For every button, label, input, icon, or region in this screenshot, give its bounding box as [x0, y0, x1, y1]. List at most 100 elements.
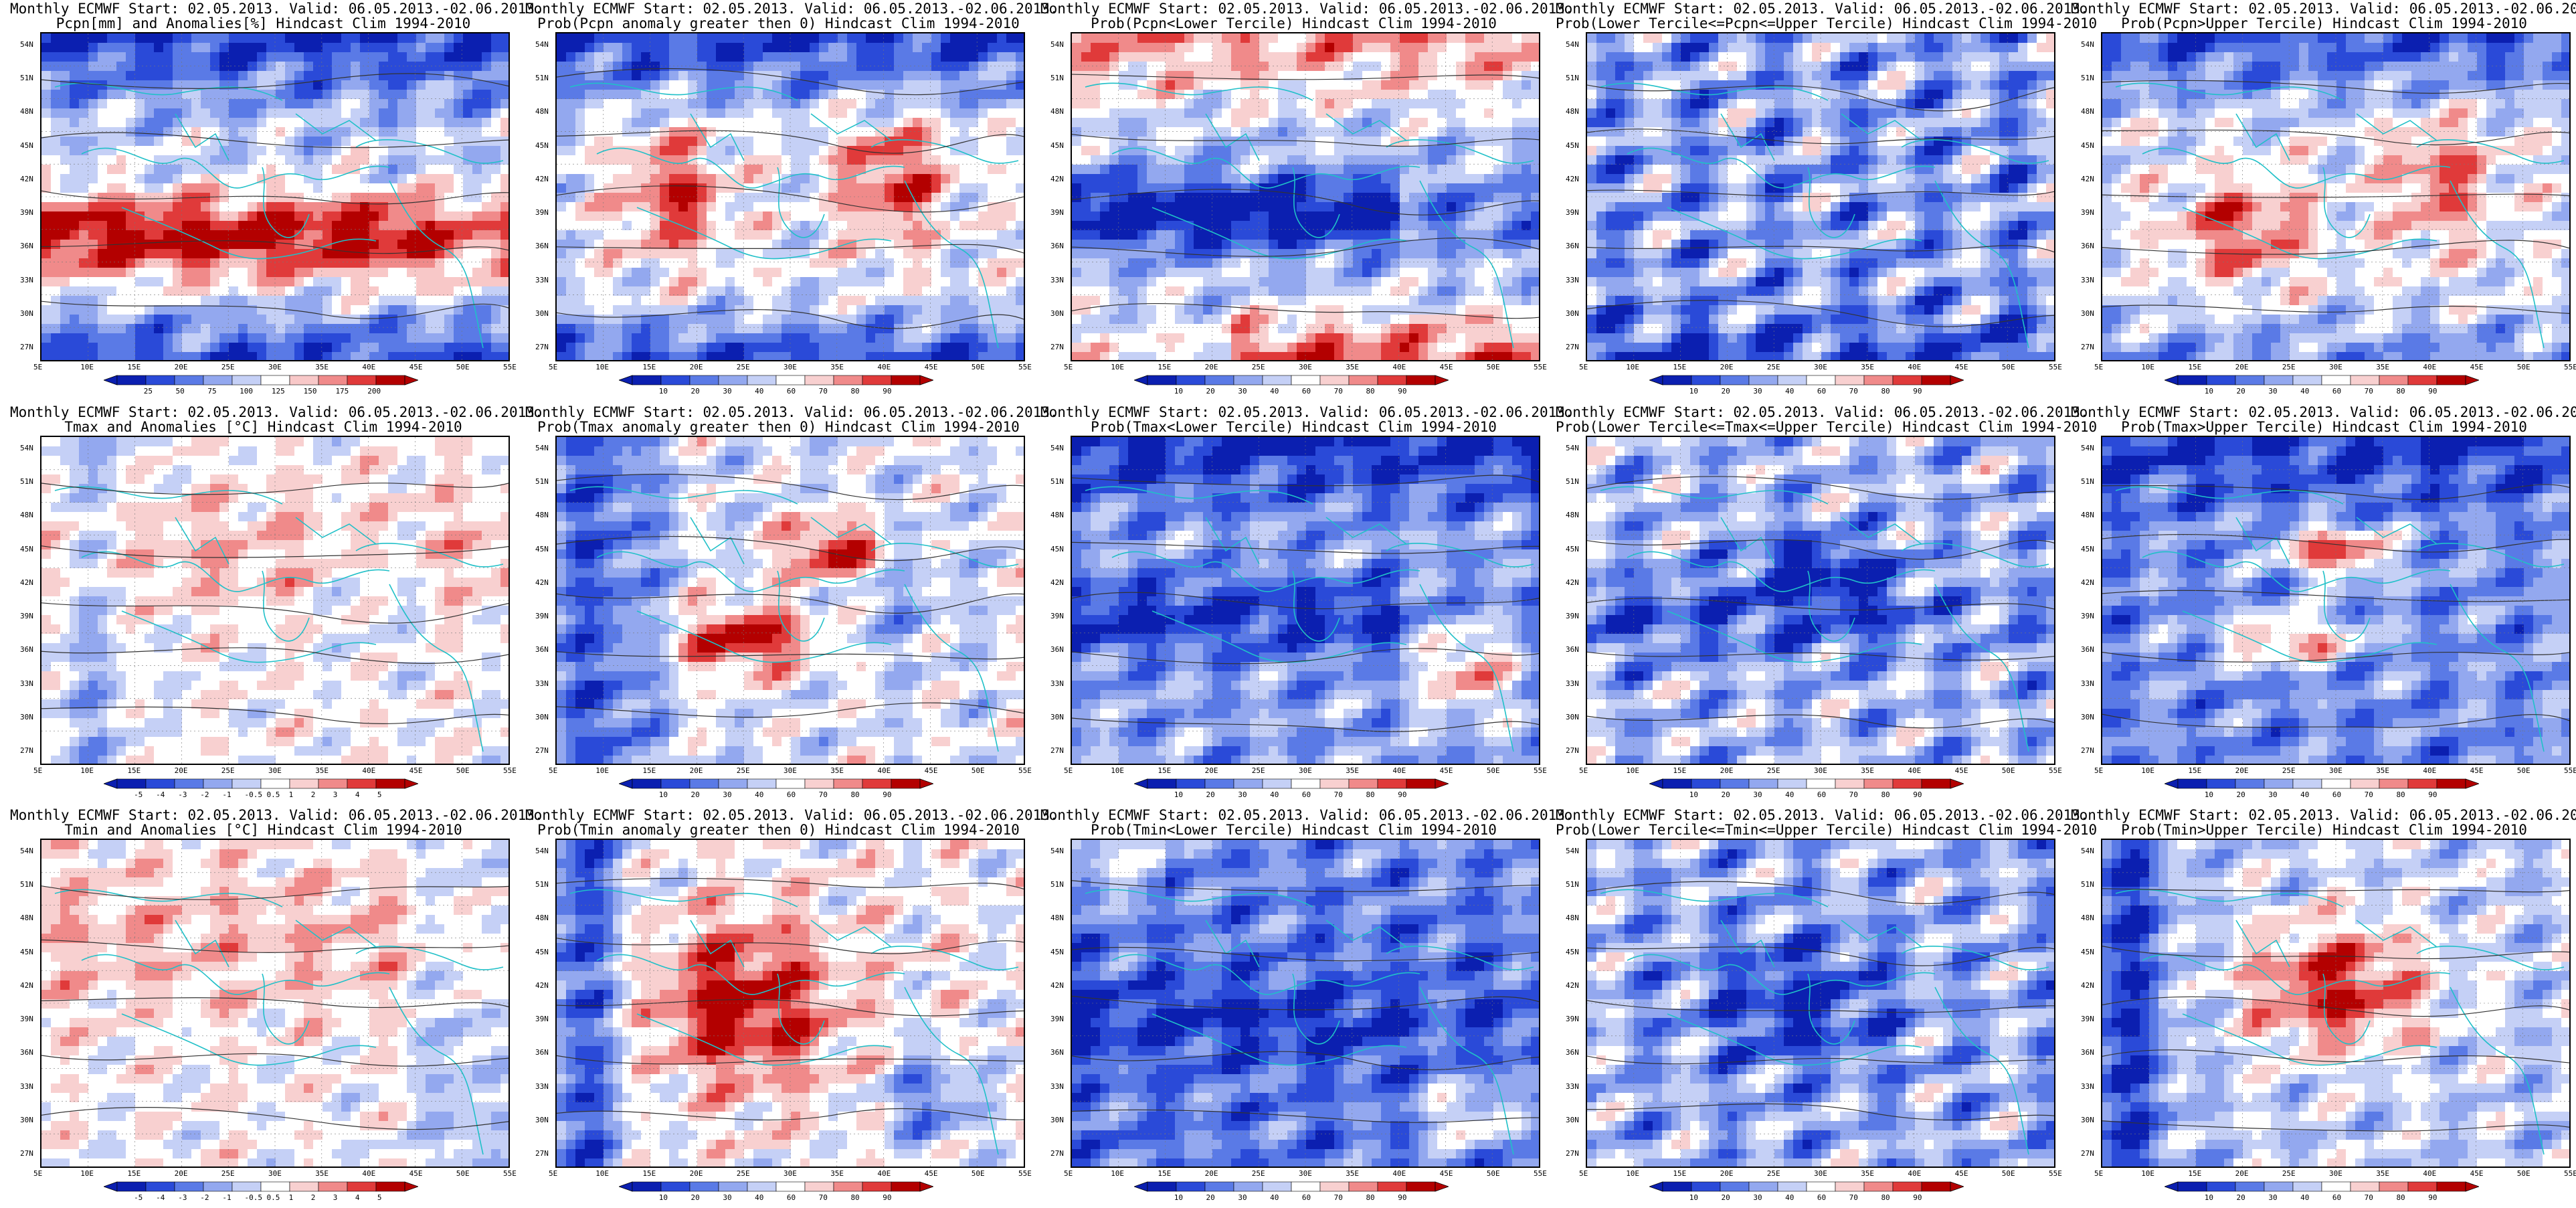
- colorbar: [1649, 777, 1964, 790]
- panel-title-subtitle: Pcpn[mm] and Anomalies[%] Hindcast Clim …: [10, 16, 517, 31]
- map-field: [1587, 33, 2054, 360]
- lon-tick-label: 15E: [1158, 363, 1171, 371]
- colorbar-tick-label: 70: [1849, 1193, 1858, 1202]
- lat-tick-label: 45N: [535, 545, 549, 553]
- lon-tick-label: 55E: [1534, 766, 1547, 775]
- lon-tick-label: 20E: [2235, 766, 2249, 775]
- lon-tick-label: 35E: [830, 766, 844, 775]
- colorbar-tick-label: 30: [2268, 387, 2277, 396]
- lon-tick-label: 30E: [784, 363, 797, 371]
- lon-tick-label: 50E: [972, 766, 985, 775]
- colorbar-tick-label: 30: [2268, 790, 2277, 799]
- lat-tick-label: 36N: [2081, 242, 2094, 250]
- map-plot: [555, 436, 1025, 765]
- colorbar-tick-label: 80: [850, 387, 859, 396]
- colorbar-tick-label: 10: [659, 790, 668, 799]
- lat-tick-label: 33N: [535, 1082, 549, 1091]
- lon-tick-label: 55E: [2564, 766, 2576, 775]
- panel-title: Monthly ECMWF Start: 02.05.2013. Valid: …: [525, 405, 1032, 434]
- map-plot: [1586, 839, 2055, 1168]
- lon-tick-label: 15E: [127, 766, 141, 775]
- lon-tick-label: 20E: [175, 766, 188, 775]
- panel-title-subtitle: Tmin and Anomalies [°C] Hindcast Clim 19…: [10, 823, 517, 837]
- lon-tick-label: 40E: [2423, 766, 2436, 775]
- colorbar: [619, 777, 933, 790]
- lat-tick-label: 42N: [535, 578, 549, 587]
- lon-tick-label: 15E: [1673, 1169, 1686, 1178]
- lon-tick-label: 40E: [1908, 766, 1921, 775]
- lat-tick-label: 45N: [1566, 141, 1579, 150]
- colorbar: [1649, 1180, 1964, 1193]
- lon-tick-label: 25E: [2282, 1169, 2296, 1178]
- lat-tick-label: 39N: [1050, 208, 1064, 217]
- colorbar-tick-label: 30: [1238, 387, 1247, 396]
- lon-tick-label: 15E: [127, 1169, 141, 1178]
- lat-tick-label: 36N: [1050, 242, 1064, 250]
- lat-tick-label: 51N: [2081, 74, 2094, 82]
- lat-tick-label: 39N: [1050, 1015, 1064, 1023]
- lat-tick-label: 48N: [2081, 914, 2094, 922]
- lat-tick-label: 27N: [1566, 746, 1579, 755]
- colorbar-tick-label: 70: [1334, 387, 1343, 396]
- colorbar-tick-label: 40: [1270, 387, 1279, 396]
- lat-tick-label: 48N: [1050, 914, 1064, 922]
- lon-tick-label: 5E: [1064, 1169, 1073, 1178]
- lat-tick-label: 51N: [535, 880, 549, 889]
- map-field: [1072, 33, 1539, 360]
- lon-tick-label: 40E: [877, 766, 891, 775]
- colorbar-tick-label: 40: [1270, 1193, 1279, 1202]
- lon-tick-label: 15E: [1673, 766, 1686, 775]
- lat-tick-label: 27N: [2081, 1149, 2094, 1158]
- lat-tick-label: 51N: [535, 477, 549, 486]
- lat-tick-label: 30N: [20, 713, 33, 721]
- panel-title: Monthly ECMWF Start: 02.05.2013. Valid: …: [1040, 808, 1547, 837]
- colorbar-tick-label: 10: [1174, 1193, 1183, 1202]
- colorbar: [1134, 373, 1449, 387]
- map-field: [2102, 840, 2569, 1167]
- lon-tick-label: 25E: [221, 766, 235, 775]
- map-field: [557, 437, 1024, 764]
- lat-tick-label: 33N: [535, 679, 549, 688]
- lon-tick-label: 30E: [1814, 766, 1827, 775]
- lat-tick-label: 51N: [2081, 477, 2094, 486]
- lon-tick-label: 45E: [925, 363, 938, 371]
- map-plot: [1586, 436, 2055, 765]
- colorbar-tick-label: 10: [1174, 790, 1183, 799]
- lat-tick-label: 42N: [1050, 981, 1064, 990]
- panel-title-subtitle: Prob(Tmin<Lower Tercile) Hindcast Clim 1…: [1040, 823, 1547, 837]
- lon-tick-label: 55E: [1018, 363, 1032, 371]
- lon-tick-label: 30E: [1299, 363, 1312, 371]
- panel-title-header: Monthly ECMWF Start: 02.05.2013. Valid: …: [1040, 808, 1547, 823]
- panel-title-header: Monthly ECMWF Start: 02.05.2013. Valid: …: [2071, 405, 2576, 420]
- lon-tick-label: 55E: [1534, 1169, 1547, 1178]
- lat-tick-label: 42N: [2081, 981, 2094, 990]
- colorbar-tick-label: 80: [1881, 1193, 1890, 1202]
- lon-tick-label: 10E: [2141, 766, 2154, 775]
- colorbar: [104, 373, 418, 387]
- lon-tick-label: 45E: [409, 1169, 423, 1178]
- panel-title-subtitle: Prob(Tmin>Upper Tercile) Hindcast Clim 1…: [2071, 823, 2576, 837]
- lon-tick-label: 20E: [1205, 766, 1218, 775]
- colorbar-tick-label: 80: [1366, 790, 1374, 799]
- lon-tick-label: 5E: [33, 1169, 42, 1178]
- colorbar-tick-label: 20: [2237, 387, 2245, 396]
- lon-tick-label: 15E: [642, 1169, 656, 1178]
- colorbar-tick-label: 20: [691, 387, 700, 396]
- map-plot: [555, 32, 1025, 361]
- colorbar-tick-label: 30: [1238, 1193, 1247, 1202]
- panel-title-subtitle: Prob(Tmax>Upper Tercile) Hindcast Clim 1…: [2071, 420, 2576, 434]
- lon-tick-label: 10E: [1626, 1169, 1639, 1178]
- colorbar-tick-label: 3: [333, 790, 338, 799]
- colorbar-tick-label: 30: [1753, 387, 1762, 396]
- lon-tick-label: 30E: [2329, 766, 2342, 775]
- lon-tick-label: 20E: [690, 766, 703, 775]
- lon-tick-label: 45E: [2470, 363, 2484, 371]
- colorbar-tick-label: 30: [723, 1193, 731, 1202]
- lon-tick-label: 45E: [2470, 1169, 2484, 1178]
- lon-tick-label: 20E: [1205, 363, 1218, 371]
- colorbar-tick-label: 70: [819, 387, 828, 396]
- lat-tick-label: 54N: [535, 444, 549, 452]
- lat-tick-label: 30N: [1566, 1116, 1579, 1124]
- lat-tick-label: 51N: [20, 880, 33, 889]
